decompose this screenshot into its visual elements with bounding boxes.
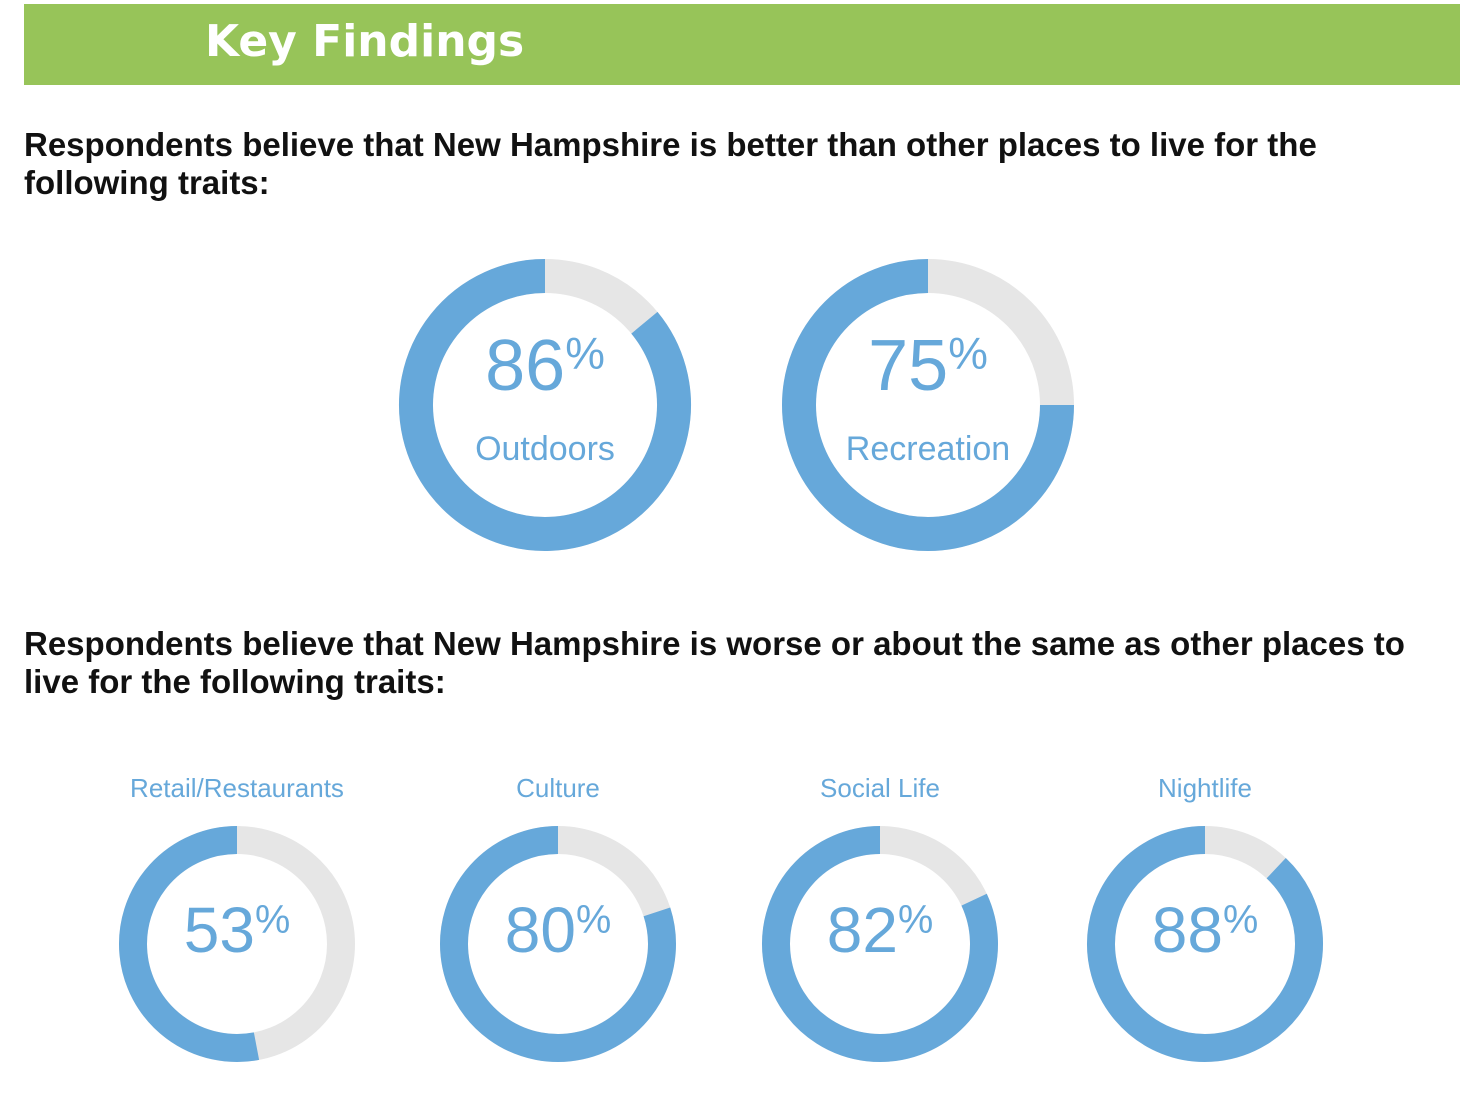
value-label: 80% bbox=[505, 894, 611, 966]
value-number: 75 bbox=[868, 326, 948, 406]
value-unit: % bbox=[255, 898, 290, 942]
category-label: Retail/Restaurants bbox=[130, 773, 344, 803]
donut-arc bbox=[1087, 826, 1323, 1062]
category-label: Recreation bbox=[846, 430, 1010, 468]
value-number: 86 bbox=[485, 326, 565, 406]
donut-arc bbox=[440, 826, 676, 1062]
header-banner: Key Findings bbox=[24, 4, 1460, 85]
donut-arc bbox=[119, 826, 260, 1062]
donut-arc bbox=[399, 259, 691, 551]
donut-arc bbox=[762, 826, 998, 1062]
section-heading: Respondents believe that New Hampshire i… bbox=[24, 625, 1405, 700]
category-label: Culture bbox=[516, 773, 600, 803]
value-label: 88% bbox=[1152, 894, 1258, 966]
value-unit: % bbox=[948, 329, 988, 378]
value-unit: % bbox=[898, 898, 933, 942]
value-unit: % bbox=[1223, 898, 1258, 942]
category-label: Outdoors bbox=[475, 430, 615, 468]
value-label: 82% bbox=[827, 894, 933, 966]
category-label: Nightlife bbox=[1158, 773, 1252, 803]
value-number: 88 bbox=[1152, 894, 1223, 966]
value-label: 53% bbox=[184, 894, 290, 966]
value-unit: % bbox=[576, 898, 611, 942]
value-label: 86% bbox=[485, 326, 605, 406]
section-heading: Respondents believe that New Hampshire i… bbox=[24, 126, 1317, 201]
category-label: Social Life bbox=[820, 773, 940, 803]
value-number: 53 bbox=[184, 894, 255, 966]
value-number: 80 bbox=[505, 894, 576, 966]
value-label: 75% bbox=[868, 326, 988, 406]
donut-arc bbox=[782, 259, 1074, 551]
value-number: 82 bbox=[827, 894, 898, 966]
value-unit: % bbox=[565, 329, 605, 378]
page-title: Key Findings bbox=[205, 16, 525, 67]
